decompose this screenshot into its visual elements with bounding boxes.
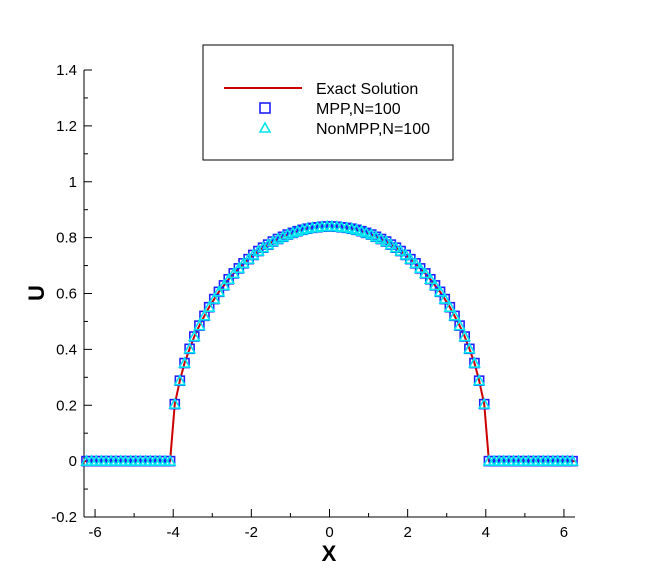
legend-label-nonmpp: NonMPP,N=100: [316, 121, 430, 138]
nonmpp-marker: [399, 248, 413, 260]
nonmpp-marker: [359, 226, 373, 238]
nonmpp-marker: [183, 342, 196, 354]
nonmpp-marker: [261, 237, 275, 250]
nonmpp-marker: [296, 223, 309, 235]
x-axis-label: X: [322, 541, 337, 566]
nonmpp-marker: [256, 241, 270, 253]
axes: -0.2 0 0.2 0.4 0.6 0.8 1 1.2 1.4 -6 -4 -2 0 2 4 6: [51, 62, 575, 541]
legend-nonmpp-marker: [258, 121, 272, 133]
nonmpp-marker: [566, 454, 579, 466]
nonmpp-marker: [418, 266, 432, 279]
nonmpp-marker: [438, 292, 452, 304]
x-tick-label: -4: [167, 524, 180, 541]
nonmpp-marker: [276, 230, 290, 242]
y-tick-label: 0.4: [56, 341, 77, 358]
y-tick-label: -0.2: [51, 509, 77, 526]
nonmpp-marker: [477, 397, 491, 409]
nonmpp-marker: [198, 309, 211, 321]
legend: Exact Solution MPP,N=100 NonMPP,N=100: [202, 44, 454, 161]
nonmpp-marker: [364, 227, 378, 240]
legend-label-exact: Exact Solution: [316, 81, 418, 98]
nonmpp-marker: [369, 230, 383, 242]
x-tick-label: 0: [325, 524, 333, 541]
x-tick-label: -6: [88, 524, 101, 541]
nonmpp-marker: [202, 300, 216, 312]
nonmpp-marker: [163, 454, 177, 466]
nonmpp-marker: [271, 232, 285, 244]
x-tick-label: 6: [560, 524, 568, 541]
nonmpp-marker: [409, 256, 422, 269]
y-tick-label: 0.2: [56, 397, 77, 414]
nonmpp-marker: [433, 285, 447, 297]
x-tick-label: -2: [245, 524, 258, 541]
y-axis-label: U: [24, 285, 49, 301]
legend-box: [202, 44, 454, 161]
x-tick-label: 2: [403, 524, 411, 541]
nonmpp-marker: [472, 374, 486, 386]
nonmpp-marker: [453, 318, 466, 331]
y-tick-label: 1.4: [56, 62, 77, 79]
y-tick-label: 0.6: [56, 286, 77, 303]
legend-label-mpp: MPP,N=100: [316, 101, 401, 118]
nonmpp-marker: [394, 244, 407, 256]
nonmpp-marker: [379, 234, 393, 247]
nonmpp-marker: [428, 278, 442, 291]
nonmpp-marker: [173, 374, 187, 386]
nonmpp-marker: [252, 244, 265, 256]
nonmpp-marker: [463, 342, 476, 354]
nonmpp-marker: [266, 234, 280, 247]
nonmpp-marker: [212, 285, 226, 297]
nonmpp-marker: [286, 226, 300, 238]
legend-mpp-marker: [259, 102, 271, 114]
nonmpp-marker: [468, 356, 481, 368]
y-tick-label: 1.2: [56, 118, 77, 135]
x-tick-label: 4: [482, 524, 490, 541]
nonmpp-marker: [423, 272, 437, 285]
nonmpp-marker: [207, 292, 221, 304]
nonmpp-marker: [404, 252, 417, 264]
nonmpp-marker: [443, 300, 457, 312]
nonmpp-marker: [413, 261, 427, 274]
nonmpp-marker: [193, 318, 206, 331]
nonmpp-marker: [374, 232, 388, 244]
nonmpp-marker: [384, 237, 398, 250]
nonmpp-marker: [217, 278, 231, 291]
nonmpp-marker: [448, 309, 461, 321]
y-tick-label: 0.8: [56, 230, 77, 247]
nonmpp-marker: [389, 241, 403, 253]
plot-area: [80, 219, 579, 467]
nonmpp-marker: [178, 356, 191, 368]
y-tick-label: 0: [69, 453, 77, 470]
exact-solution-line: [84, 225, 575, 463]
y-tick-label: 1: [69, 174, 77, 191]
nonmpp-marker: [222, 272, 236, 285]
nonmpp-marker: [187, 329, 201, 342]
nonmpp-marker: [458, 329, 472, 342]
nonmpp-marker: [168, 397, 182, 409]
